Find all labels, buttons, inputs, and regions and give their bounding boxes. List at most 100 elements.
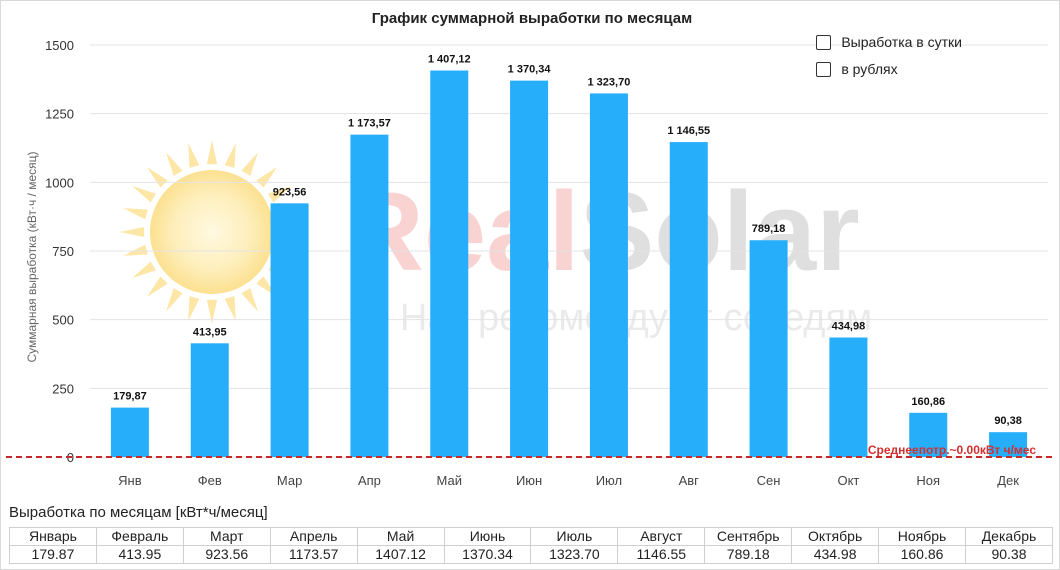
table-value-cell: 923.56 bbox=[182, 545, 271, 564]
y-tick-label: 1000 bbox=[45, 175, 74, 190]
bar-Сен[interactable] bbox=[749, 240, 788, 457]
sun-ray bbox=[256, 166, 278, 188]
legend-rubles-toggle[interactable]: в рублях bbox=[816, 59, 962, 79]
sun-ray bbox=[206, 140, 218, 165]
bar-Апр[interactable] bbox=[350, 134, 389, 458]
y-tick-label: 250 bbox=[52, 381, 74, 396]
legend-daily-toggle[interactable]: Выработка в сутки bbox=[816, 32, 962, 52]
sun-ray bbox=[206, 299, 218, 324]
table-value-cell: 1370.34 bbox=[443, 545, 532, 564]
bar-Янв[interactable] bbox=[110, 407, 149, 457]
data-label: 923,56 bbox=[273, 186, 307, 198]
y-tick-label: 1500 bbox=[45, 38, 74, 53]
data-label: 90,38 bbox=[994, 415, 1022, 427]
table-header-cell: Март bbox=[182, 527, 271, 546]
table-header-cell: Май bbox=[356, 527, 445, 546]
table-header-cell: Сентябрь bbox=[704, 527, 793, 546]
bar-Авг[interactable] bbox=[669, 142, 708, 457]
table-value-cell: 413.95 bbox=[95, 545, 184, 564]
table-value-cell: 160.86 bbox=[878, 545, 966, 564]
daily-checkbox[interactable] bbox=[816, 34, 832, 50]
chart-labels: 179,87 Янв 413,95 Фев 923,56 Мар 1 173,57 Апр 1 … bbox=[113, 54, 1022, 488]
y-tick-label: 750 bbox=[52, 244, 74, 259]
sun-ray bbox=[188, 296, 200, 321]
table-value-cell: 179.87 bbox=[9, 545, 97, 564]
bar-Июл[interactable] bbox=[589, 93, 628, 457]
y-tick-label: 1250 bbox=[45, 107, 74, 122]
table-header-row: Январь Февраль Март Апрель Май Июнь Июль Август… bbox=[9, 527, 1054, 546]
monthly-production-table: Январь Февраль Март Апрель Май Июнь Июль Август… bbox=[9, 527, 1054, 564]
bar-Май[interactable] bbox=[430, 70, 469, 457]
sun-ray bbox=[132, 186, 156, 203]
watermark-subtitle: Нас рекомендуют соседям bbox=[400, 297, 872, 339]
bar-Окт[interactable] bbox=[829, 337, 868, 457]
sun-ray bbox=[166, 288, 183, 312]
y-tick-label: 500 bbox=[52, 313, 74, 328]
table-header-cell: Декабрь bbox=[964, 527, 1054, 546]
table-header-cell: Июнь bbox=[443, 527, 532, 546]
y-axis-label: Суммарная выработка (кВт·ч / месяц) bbox=[25, 151, 39, 362]
data-label: 1 407,12 bbox=[428, 54, 471, 66]
chart-title: График суммарной выработки по месяцам bbox=[372, 10, 692, 27]
x-tick-label: Апр bbox=[358, 473, 381, 488]
data-label: 789,18 bbox=[752, 223, 786, 235]
bar-Дек[interactable] bbox=[989, 432, 1028, 457]
average-consumption-label: Среднеепотр.~0.00кВт ч/мес bbox=[868, 443, 1036, 457]
sun-ray bbox=[120, 226, 145, 238]
table-value-cell: 90.38 bbox=[964, 545, 1054, 564]
table-header-cell: Ноябрь bbox=[878, 527, 966, 546]
table-header-cell: Февраль bbox=[95, 527, 184, 546]
table-header-cell: Апрель bbox=[269, 527, 358, 546]
x-tick-label: Авг bbox=[679, 473, 700, 488]
bar-Ноя[interactable] bbox=[909, 412, 948, 457]
table-value-cell: 789.18 bbox=[704, 545, 793, 564]
rubles-toggle-label: в рублях bbox=[841, 61, 898, 77]
chart-legend: Выработка в сутки в рублях bbox=[816, 32, 962, 86]
sun-disc bbox=[150, 170, 274, 294]
data-label: 434,98 bbox=[832, 321, 866, 333]
x-tick-label: Янв bbox=[118, 473, 142, 488]
x-tick-label: Ноя bbox=[916, 473, 940, 488]
sun-ray bbox=[166, 152, 183, 176]
x-tick-label: Июн bbox=[516, 473, 542, 488]
data-label: 1 146,55 bbox=[667, 125, 710, 137]
data-label: 1 370,34 bbox=[508, 64, 552, 76]
x-tick-label: Окт bbox=[837, 473, 859, 488]
sun-ray bbox=[146, 166, 168, 188]
data-label: 1 323,70 bbox=[588, 76, 631, 88]
sun-ray bbox=[224, 296, 236, 321]
chart-bars bbox=[110, 70, 1028, 458]
daily-toggle-label: Выработка в сутки bbox=[841, 34, 962, 50]
table-value-cell: 1407.12 bbox=[356, 545, 445, 564]
table-value-cell: 1146.55 bbox=[617, 545, 706, 564]
bar-Июн[interactable] bbox=[510, 80, 549, 457]
rubles-checkbox[interactable] bbox=[816, 61, 832, 77]
sun-ray bbox=[268, 186, 292, 203]
data-label: 160,86 bbox=[911, 396, 945, 408]
table-header-cell: Август bbox=[617, 527, 706, 546]
x-tick-label: Сен bbox=[757, 473, 781, 488]
table-header-cell: Июль bbox=[530, 527, 619, 546]
sun-ray bbox=[241, 152, 258, 176]
sun-ray bbox=[241, 288, 258, 312]
bar-Мар[interactable] bbox=[270, 203, 309, 457]
table-header-cell: Октябрь bbox=[791, 527, 880, 546]
data-label: 413,95 bbox=[193, 326, 227, 338]
sun-ray bbox=[224, 143, 236, 168]
table-title: Выработка по месяцам [кВт*ч/месяц] bbox=[9, 504, 268, 521]
table-value-cell: 434.98 bbox=[791, 545, 880, 564]
x-tick-label: Фев bbox=[198, 473, 222, 488]
x-tick-label: Май bbox=[437, 473, 462, 488]
data-label: 179,87 bbox=[113, 391, 147, 403]
bar-Фев[interactable] bbox=[190, 343, 229, 457]
x-tick-label: Дек bbox=[997, 473, 1019, 488]
sun-ray bbox=[146, 276, 168, 298]
sun-ray bbox=[123, 244, 148, 256]
sun-ray bbox=[123, 208, 148, 220]
sun-ray bbox=[188, 143, 200, 168]
data-label: 1 173,57 bbox=[348, 118, 391, 130]
sun-ray bbox=[132, 261, 156, 278]
table-header-cell: Январь bbox=[9, 527, 97, 546]
table-values-row: 179.87 413.95 923.56 1173.57 1407.12 1370.34 1… bbox=[9, 545, 1054, 564]
x-tick-label: Мар bbox=[277, 473, 302, 488]
